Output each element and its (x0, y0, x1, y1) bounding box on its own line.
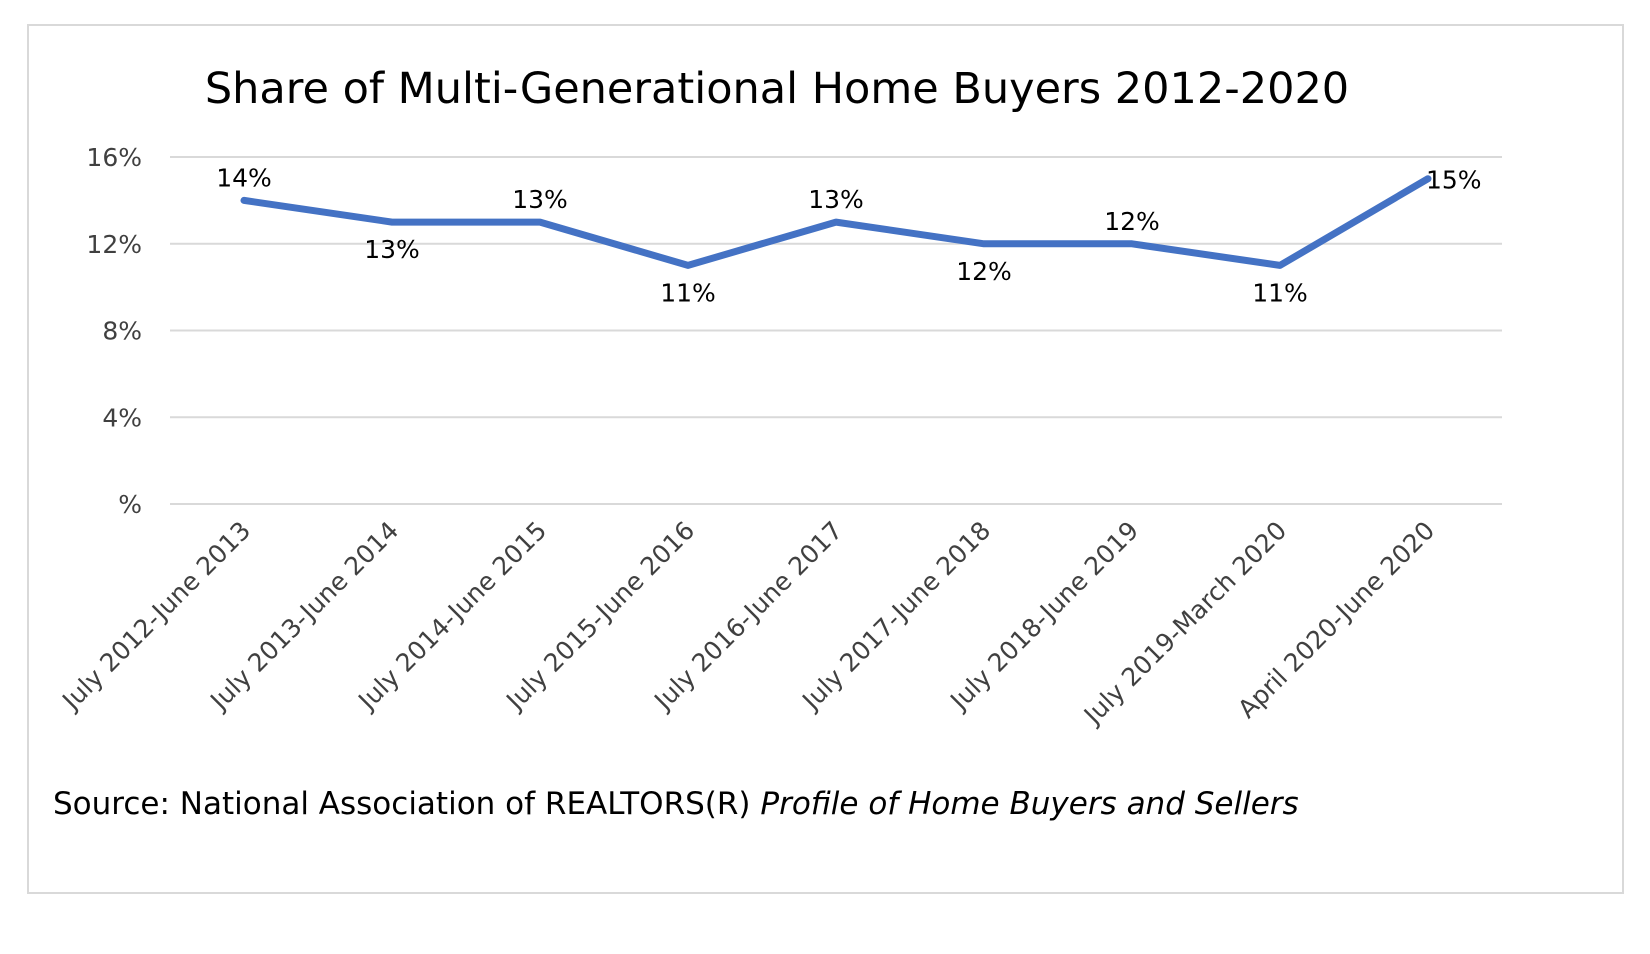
gridlines (170, 156, 1502, 505)
source-publication: Profile of Home Buyers and Sellers (760, 786, 1298, 822)
data-labels: 14% 13% 13% 11% 13% 12% 12% 11% 15% (216, 163, 1481, 307)
data-label: 15% (1426, 166, 1482, 195)
y-tick-label: % (118, 490, 142, 519)
data-label: 12% (956, 257, 1012, 286)
series-line (240, 175, 1432, 269)
source-note: Source: National Association of REALTORS… (53, 786, 1299, 822)
y-tick-label: 16% (86, 143, 142, 172)
chart-title: Share of Multi-Generational Home Buyers … (205, 64, 1349, 114)
data-label: 12% (1104, 207, 1160, 236)
data-label: 11% (660, 278, 716, 307)
source-prefix: Source: National Association of REALTORS… (53, 786, 760, 822)
chart-frame: Share of Multi-Generational Home Buyers … (27, 24, 1624, 894)
series (240, 175, 1432, 269)
data-label: 14% (216, 163, 272, 192)
y-tick-label: 4% (102, 403, 142, 432)
y-axis-tick-labels: % 4% 8% 12% 16% (86, 143, 142, 519)
data-label: 11% (1252, 278, 1308, 307)
data-label: 13% (364, 235, 420, 264)
y-tick-label: 12% (86, 230, 142, 259)
data-label: 13% (808, 185, 864, 214)
line-chart: Share of Multi-Generational Home Buyers … (53, 64, 1502, 822)
data-label: 13% (512, 185, 568, 214)
y-tick-label: 8% (102, 317, 142, 346)
